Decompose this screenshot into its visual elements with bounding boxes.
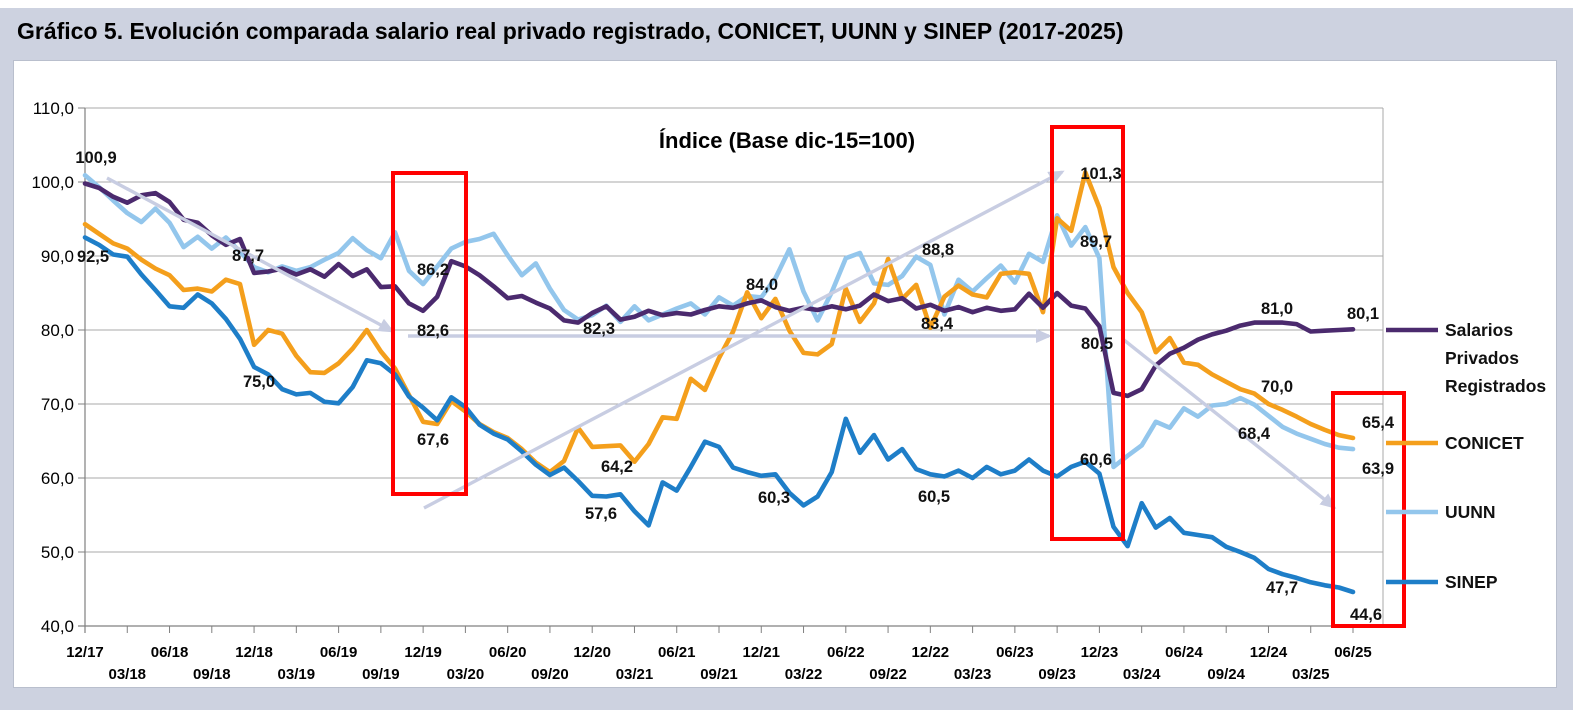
- highlight-boxes: [391, 125, 1406, 628]
- trend-arrow: [423, 170, 1065, 510]
- x-axis-label: 03/22: [785, 666, 823, 683]
- data-label: 86,2: [417, 261, 449, 279]
- data-label: 63,9: [1362, 460, 1394, 478]
- x-axis-label: 03/24: [1123, 666, 1161, 683]
- trend-arrows: [106, 170, 1337, 510]
- x-axis-label: 03/19: [278, 666, 316, 683]
- x-axis-label: 09/21: [700, 666, 738, 683]
- y-axis-label: 40,0: [41, 617, 74, 636]
- data-label: 89,7: [1080, 233, 1112, 251]
- plot-title: Índice (Base dic-15=100): [659, 128, 915, 153]
- legend-label: Privados: [1445, 348, 1519, 368]
- data-label: 100,9: [75, 149, 116, 167]
- x-axis-label: 12/17: [66, 644, 104, 661]
- data-label: 80,5: [1081, 335, 1113, 353]
- data-labels: 100,9 92,5 87,7 75,0 86,2 82,6 67,6 82,3 64,2 57,…: [75, 149, 1395, 624]
- data-label: 83,4: [921, 315, 954, 333]
- y-axis-label: 80,0: [41, 321, 74, 340]
- series-line-uunn: [82, 173, 1356, 470]
- legend-label: Registrados: [1445, 376, 1546, 396]
- series-line-conicet: [82, 170, 1356, 475]
- x-axis-label: 03/21: [616, 666, 654, 683]
- data-label: 67,6: [417, 431, 449, 449]
- x-axis-label: 12/24: [1250, 644, 1288, 661]
- highlight-box-12-23: [1050, 125, 1125, 541]
- x-axis-label: 12/19: [404, 644, 442, 661]
- highlight-box-12-19: [391, 171, 468, 496]
- legend-label: SINEP: [1445, 572, 1498, 592]
- data-label: 44,6: [1350, 606, 1382, 624]
- data-label: 75,0: [243, 373, 275, 391]
- data-label: 57,6: [585, 505, 617, 523]
- legend-label: UUNN: [1445, 502, 1496, 522]
- data-label: 60,5: [918, 488, 950, 506]
- data-label: 64,2: [601, 458, 633, 476]
- x-axis-label: 09/24: [1207, 666, 1245, 683]
- data-label: 92,5: [77, 248, 109, 266]
- x-axis-label: 12/18: [235, 644, 273, 661]
- x-axis-label: 03/20: [447, 666, 485, 683]
- x-axis-label: 12/23: [1081, 644, 1119, 661]
- x-axis-label: 03/18: [108, 666, 146, 683]
- x-axis-label: 06/22: [827, 644, 865, 661]
- x-axis-label: 06/19: [320, 644, 358, 661]
- data-label: 68,4: [1238, 425, 1271, 443]
- data-label: 60,6: [1080, 451, 1112, 469]
- highlight-box-06-25: [1331, 391, 1406, 628]
- series-lines: [82, 170, 1356, 595]
- y-axis-label: 100,0: [31, 173, 74, 192]
- x-axis-label: 03/23: [954, 666, 992, 683]
- data-label: 47,7: [1266, 579, 1298, 597]
- x-axis-label: 09/19: [362, 666, 400, 683]
- legend-label: Salarios: [1445, 320, 1513, 340]
- trend-arrow: [1122, 338, 1337, 509]
- gridlines: [85, 107, 1383, 627]
- title-bar: Gráfico 5. Evolución comparada salario r…: [0, 8, 1573, 54]
- x-axis-label: 09/20: [531, 666, 569, 683]
- data-label: 82,6: [417, 322, 449, 340]
- data-label: 65,4: [1362, 414, 1395, 432]
- data-label: 87,7: [232, 247, 264, 265]
- x-axis-label: 12/22: [912, 644, 950, 661]
- x-axis-label: 09/18: [193, 666, 231, 683]
- y-axis-label: 90,0: [41, 247, 74, 266]
- data-label: 81,0: [1261, 300, 1293, 318]
- y-axis-label: 60,0: [41, 469, 74, 488]
- y-axis-label: 70,0: [41, 395, 74, 414]
- legend-label: CONICET: [1445, 433, 1524, 453]
- trend-arrow: [106, 176, 395, 333]
- series-line-salarios-privados-registrados: [82, 181, 1356, 399]
- x-axis-label: 06/23: [996, 644, 1034, 661]
- x-axis-label: 12/21: [742, 644, 780, 661]
- data-label: 84,0: [746, 276, 778, 294]
- x-axis-label: 06/18: [151, 644, 189, 661]
- x-axis-label: 09/23: [1038, 666, 1076, 683]
- x-axis-label: 06/24: [1165, 644, 1203, 661]
- series-line-sinep: [82, 235, 1356, 595]
- data-label: 60,3: [758, 489, 790, 507]
- x-axis-label: 12/20: [573, 644, 611, 661]
- y-axis-label: 110,0: [33, 99, 74, 118]
- x-axis-label: 06/21: [658, 644, 696, 661]
- data-label: 82,3: [583, 320, 615, 338]
- axes: 110,0100,090,080,070,060,050,040,012/170…: [31, 99, 1391, 683]
- data-label: 70,0: [1261, 378, 1293, 396]
- data-label: 101,3: [1080, 165, 1121, 183]
- x-axis-label: 03/25: [1292, 666, 1330, 683]
- data-label: 80,1: [1347, 305, 1379, 323]
- x-axis-label: 09/22: [869, 666, 907, 683]
- data-label: 88,8: [922, 241, 954, 259]
- legend: Salarios Privados Registrados CONICET UUNN SI…: [1386, 320, 1546, 592]
- page-top-strip: [0, 0, 1573, 8]
- x-axis-label: 06/25: [1334, 644, 1372, 661]
- y-axis-label: 50,0: [41, 543, 74, 562]
- chart-title: Gráfico 5. Evolución comparada salario r…: [17, 17, 1124, 44]
- x-axis-label: 06/20: [489, 644, 527, 661]
